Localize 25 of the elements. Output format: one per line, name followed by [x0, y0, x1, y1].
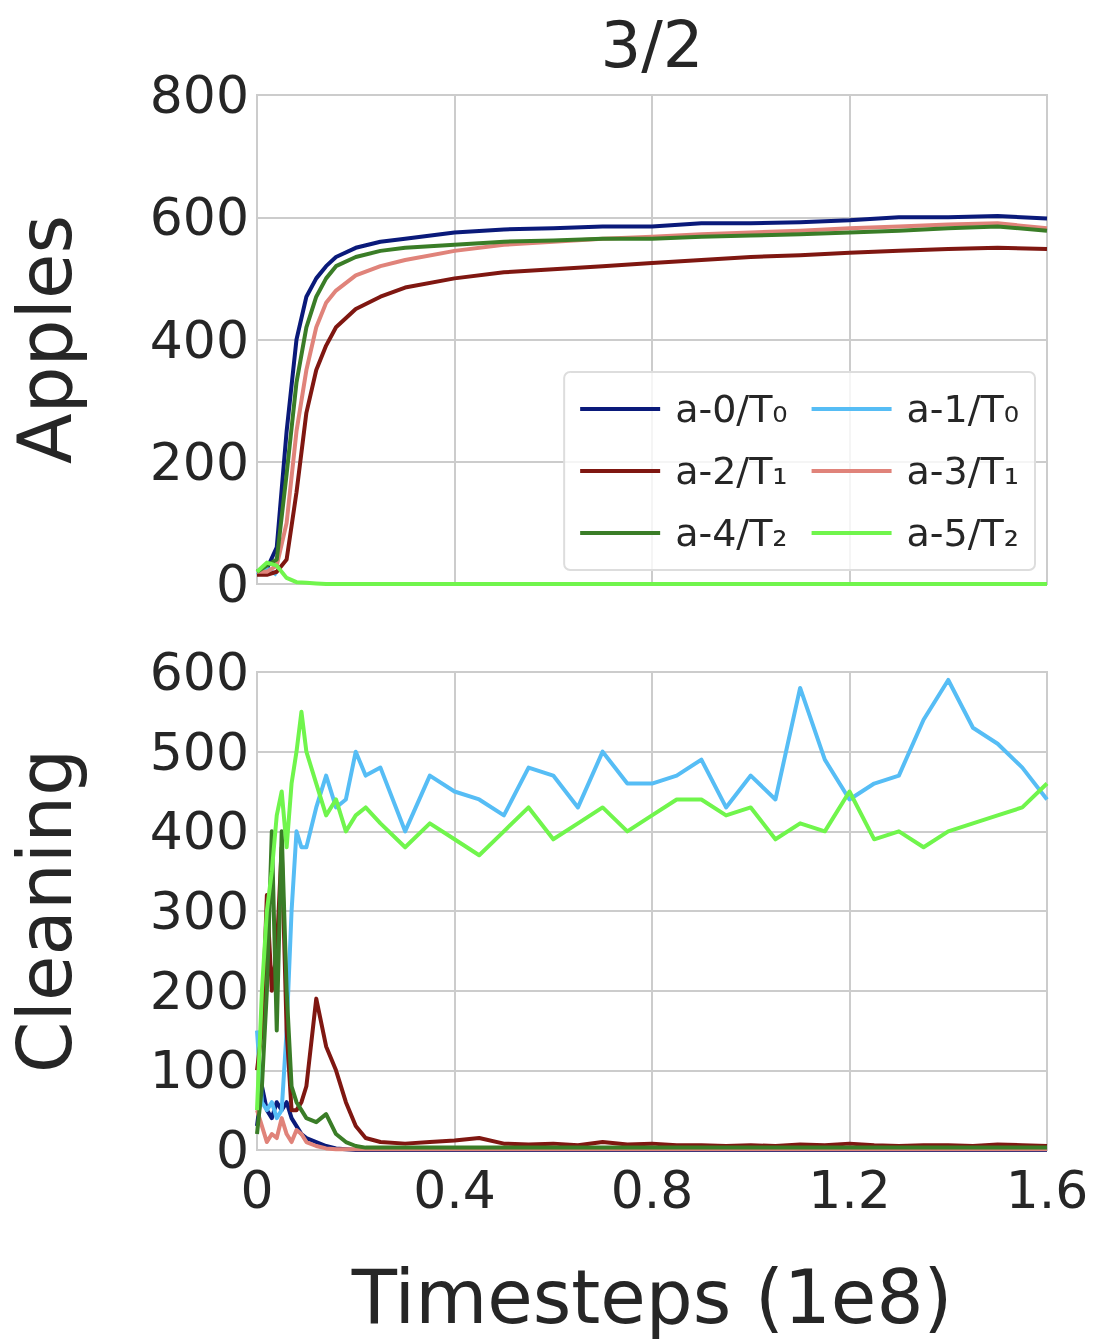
y-tick-label: 400 — [149, 801, 249, 862]
y-axis-title: Cleaning — [2, 748, 88, 1074]
x-tick-label: 0.8 — [610, 1160, 694, 1220]
y-tick-label: 0 — [215, 554, 249, 614]
chart-title: 3/2 — [600, 8, 704, 82]
legend-label: a-2/T₁ — [675, 449, 788, 493]
legend-label: a-5/T₂ — [906, 511, 1020, 555]
y-tick-label: 200 — [149, 960, 249, 1021]
x-axis-title: Timesteps (1e8) — [350, 1254, 953, 1339]
y-tick-label: 100 — [149, 1040, 249, 1101]
y-tick-label: 400 — [149, 309, 249, 370]
y-tick-label: 800 — [149, 65, 249, 125]
y-tick-label: 200 — [149, 431, 249, 492]
y-tick-label: 600 — [149, 642, 249, 702]
y-tick-label: 300 — [149, 881, 249, 941]
legend-label: a-0/T₀ — [675, 387, 788, 431]
legend-label: a-4/T₂ — [675, 511, 788, 555]
y-axis-title: Apples — [2, 214, 88, 465]
x-tick-label: 0.4 — [413, 1160, 496, 1220]
x-tick-label: 1.2 — [808, 1160, 891, 1220]
x-tick-label: 1.6 — [1005, 1160, 1089, 1220]
legend-label: a-1/T₀ — [906, 387, 1020, 431]
y-tick-label: 600 — [149, 187, 249, 248]
y-tick-label: 500 — [149, 721, 249, 782]
legend-label: a-3/T₁ — [906, 449, 1020, 493]
